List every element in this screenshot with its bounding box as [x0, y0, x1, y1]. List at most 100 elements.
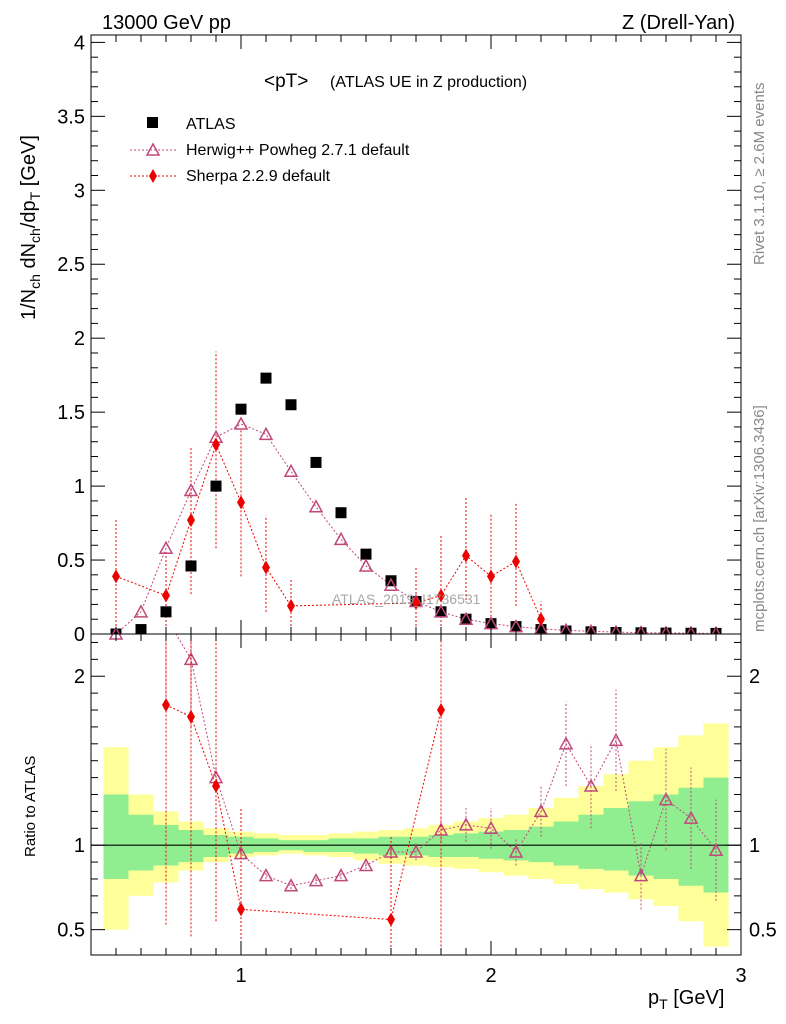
herwig-point — [610, 624, 622, 634]
herwig-point — [133, 604, 149, 618]
herwig-point — [585, 623, 597, 634]
atlas-point — [185, 560, 197, 572]
herwig-ratio-point — [608, 732, 624, 747]
plot-title: <pT> — [264, 71, 308, 92]
sherpa-point — [537, 612, 545, 627]
ratio-band-inner — [103, 777, 729, 893]
sherpa-point — [437, 588, 445, 603]
ratio-ytick-label: 2 — [74, 666, 85, 688]
legend-herwig-marker — [145, 142, 161, 156]
main-ylabel: 1/Nch dNch/dpT [GeV] — [18, 135, 43, 320]
main-ytick-label: 1 — [74, 476, 85, 498]
herwig-point — [233, 416, 249, 430]
sherpa-ratio-line — [165, 704, 442, 921]
sherpa-point — [287, 598, 295, 613]
herwig-ratio-point — [308, 873, 324, 887]
atlas-point — [360, 548, 372, 560]
sherpa-point — [212, 437, 220, 452]
plot-subtitle: (ATLAS UE in Z production) — [330, 74, 527, 91]
main-ytick-label: 3.5 — [57, 106, 85, 128]
herwig-point — [383, 577, 399, 591]
herwig-ratio-point — [533, 803, 549, 818]
mcplots-label: mcplots.cern.ch [arXiv:1306.3436] — [751, 405, 768, 632]
main-ytick-label: 2 — [74, 328, 85, 350]
sherpa-ratio-point — [387, 912, 395, 927]
herwig-point — [308, 499, 324, 513]
herwig-ratio-point — [483, 820, 499, 835]
atlas-point — [160, 606, 172, 618]
herwig-ratio-point — [633, 868, 649, 882]
herwig-point — [559, 622, 573, 634]
herwig-ratio-point — [558, 736, 574, 750]
legend-atlas-label: ATLAS — [186, 116, 236, 133]
ratio-ytick-label: 0.5 — [57, 920, 85, 942]
herwig-point — [433, 604, 449, 618]
legend: ATLAS Herwig++ Powheg 2.7.1 default Sher… — [130, 116, 410, 185]
atlas-point — [310, 456, 322, 468]
herwig-point — [711, 625, 721, 634]
main-plot-panel: 0 0.5 1 1.5 2 2.5 3 3.5 4 — [57, 32, 742, 646]
sherpa-ratio-point — [212, 779, 220, 794]
main-ytick-label: 2.5 — [57, 254, 85, 276]
ratio-ytick-label: 1 — [74, 835, 85, 857]
herwig-ratio-point — [358, 857, 374, 872]
ratio-ylabel: Ratio to ATLAS — [22, 756, 39, 857]
ratio-ytick-label-right: 0.5 — [749, 920, 777, 942]
atlas-point — [285, 399, 297, 411]
sherpa-ratio-point — [437, 703, 445, 718]
main-ytick-label: 3 — [74, 180, 85, 202]
herwig-ratio-point — [508, 844, 524, 858]
main-ytick-label: 0.5 — [57, 550, 85, 572]
sherpa-point — [512, 554, 520, 569]
herwig-ratio-point — [683, 810, 699, 824]
herwig-point — [283, 463, 299, 478]
sherpa-point — [237, 495, 245, 510]
sherpa-ratio-point — [187, 709, 195, 724]
sherpa-point — [262, 560, 270, 575]
ratio-ytick-label-right: 2 — [749, 666, 760, 688]
herwig-ratio-point — [583, 778, 599, 792]
herwig-point — [158, 540, 174, 554]
herwig-ratio-point — [658, 792, 674, 806]
xlabel: pT [GeV] — [648, 987, 724, 1012]
ratio-plot-panel: 0.5 0.5 1 1 2 2 1 2 3 — [57, 633, 777, 987]
herwig-point — [258, 426, 274, 441]
herwig-point — [358, 558, 374, 572]
atlas-point — [460, 613, 472, 625]
herwig-ratio-point — [283, 878, 299, 892]
legend-sherpa-label: Sherpa 2.2.9 default — [186, 168, 331, 185]
sherpa-point — [487, 569, 495, 584]
sherpa-ratio-point — [162, 697, 170, 712]
legend-herwig-label: Herwig++ Powheg 2.7.1 default — [186, 142, 410, 159]
atlas-point — [510, 621, 522, 633]
ratio-ytick-label-right: 1 — [749, 835, 760, 857]
rivet-version-label: Rivet 3.1.10, ≥ 2.6M events — [751, 83, 768, 266]
header-right: Z (Drell-Yan) — [622, 12, 735, 34]
herwig-ratio-point — [458, 817, 474, 831]
herwig-ratio-point — [383, 844, 399, 858]
atlas-point — [260, 372, 272, 384]
sherpa-point — [462, 548, 470, 563]
xtick-label: 3 — [735, 965, 746, 987]
main-ytick-label: 4 — [74, 32, 85, 54]
atlas-point — [335, 507, 347, 519]
herwig-point — [661, 625, 671, 634]
herwig-ratio-point — [258, 868, 274, 882]
xtick-label: 2 — [485, 965, 496, 987]
herwig-point — [458, 611, 474, 625]
atlas-point — [210, 480, 222, 492]
herwig-point — [183, 482, 199, 497]
herwig-ratio-line — [116, 634, 717, 887]
sherpa-point — [412, 595, 420, 610]
xtick-label: 1 — [235, 965, 246, 987]
herwig-point — [636, 625, 646, 634]
ratio-band-outer — [103, 723, 729, 947]
herwig-ratio-point — [333, 868, 349, 882]
herwig-ratio-point — [433, 822, 449, 836]
sherpa-ratio-point — [237, 902, 245, 917]
analysis-watermark: ATLAS_2019_I1736531 — [332, 591, 481, 607]
herwig-ratio-point — [708, 842, 724, 857]
ratio-data-layer — [91, 634, 741, 955]
atlas-point — [235, 403, 247, 415]
